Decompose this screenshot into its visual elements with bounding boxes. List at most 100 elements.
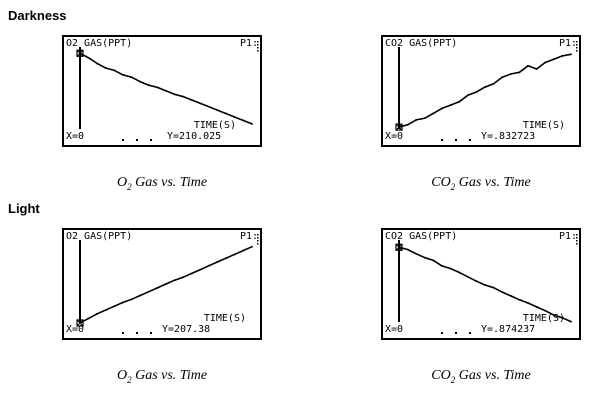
caption-dark-co2: CO2 Gas vs. Time [431, 175, 531, 192]
data-point [251, 245, 253, 248]
data-point [105, 67, 107, 69]
x-axis-label: TIME(S) [522, 313, 565, 324]
plot-label: P1: [558, 38, 577, 49]
data-point [208, 106, 210, 108]
screen-edge-dot [576, 50, 578, 52]
data-point [406, 124, 409, 126]
data-point [96, 62, 98, 65]
data-point [570, 53, 572, 56]
data-point [165, 283, 167, 285]
x-axis-label: TIME(S) [203, 313, 246, 324]
screen-edge-dot [257, 240, 259, 242]
screen-edge-dot [576, 243, 578, 245]
data-point [432, 112, 435, 115]
cursor-y-readout: Y=.874237 [481, 324, 536, 335]
data-point [130, 298, 133, 301]
plot-dark-co2 [395, 41, 578, 141]
data-point [122, 74, 124, 76]
data-point [441, 265, 443, 267]
data-point [156, 86, 159, 89]
data-point [415, 119, 417, 121]
x-axis-label: TIME(S) [522, 120, 565, 131]
data-point [475, 91, 478, 93]
data-point [553, 58, 555, 60]
screen-edge-dot [576, 234, 578, 236]
screen-edge-dot [257, 243, 259, 245]
data-point [173, 279, 176, 281]
caption-dark-o2: O2 Gas vs. Time [116, 175, 208, 192]
y-axis-label: O2 GAS(PPT) [66, 38, 133, 49]
data-point [87, 317, 90, 320]
cursor-marker-cross [395, 123, 403, 131]
data-point [544, 61, 546, 64]
data-point [492, 83, 495, 85]
data-point [96, 313, 98, 315]
readout-dot [122, 332, 124, 334]
screen-edge-dot [576, 237, 578, 239]
readout-dot [469, 139, 471, 141]
data-point [561, 317, 564, 319]
data-point [199, 102, 202, 105]
caption-light-co2: CO2 Gas vs. Time [431, 368, 531, 385]
calculator-screen-dark-o2: O2 GAS(PPT) P1: TIME(S) X=0 Y=210.025 [62, 35, 262, 147]
data-point [191, 272, 193, 275]
data-point [234, 116, 236, 118]
screen-edge-dot [576, 47, 578, 49]
data-point [415, 253, 417, 255]
data-point [139, 80, 141, 83]
data-point [251, 123, 253, 125]
data-point [182, 95, 184, 98]
data-point [122, 301, 124, 304]
cursor-marker [76, 319, 84, 327]
data-point [432, 259, 435, 262]
readout-dot [455, 332, 457, 334]
data-point [173, 93, 176, 96]
data-point [242, 119, 245, 122]
cursor-x-readout: X=0 [66, 131, 85, 142]
data-point [234, 253, 236, 256]
data-point [518, 71, 521, 74]
readout-dot [136, 332, 138, 334]
cursor-x-readout: X=0 [385, 131, 404, 142]
cursor-x-readout: X=0 [385, 324, 404, 335]
data-point [165, 90, 167, 92]
data-point [148, 84, 150, 86]
data-point [216, 109, 219, 111]
section-light-label: Light [8, 201, 40, 216]
data-point [424, 256, 426, 259]
data-point [510, 295, 512, 297]
y-axis-label: CO2 GAS(PPT) [385, 38, 458, 49]
x-axis-label: TIME(S) [193, 120, 236, 131]
data-point [113, 69, 116, 72]
data-point [148, 290, 150, 293]
cursor-marker [395, 123, 403, 131]
data-point [182, 276, 184, 278]
data-point [191, 99, 193, 101]
cursor-x-readout: X=0 [66, 324, 85, 335]
screen-edge-dot [257, 237, 259, 239]
data-point [501, 291, 503, 293]
calculator-screen-light-o2: O2 GAS(PPT) P1: TIME(S) X=0 Y=207.38 [62, 228, 262, 340]
readout-dot [441, 332, 443, 334]
screen-edge-dot [257, 47, 259, 49]
data-point [441, 107, 443, 110]
cursor-marker-cross [76, 49, 84, 57]
readout-dot [455, 139, 457, 141]
series-line [398, 53, 572, 128]
data-point [449, 104, 452, 106]
plot-light-o2 [76, 234, 259, 334]
plot-label: P1: [239, 231, 258, 242]
data-point [544, 309, 546, 312]
data-point [449, 267, 452, 270]
readout-dot [150, 139, 152, 141]
data-point [535, 68, 538, 70]
screen-edge-dot [576, 41, 578, 43]
data-point [527, 302, 529, 304]
cursor-y-readout: Y=.832723 [481, 131, 536, 142]
data-point [467, 94, 469, 97]
cursor-marker-cross [76, 319, 84, 327]
readout-dot [469, 332, 471, 334]
data-point [570, 320, 572, 323]
readout-dot [441, 139, 443, 141]
readout-dot [150, 332, 152, 334]
